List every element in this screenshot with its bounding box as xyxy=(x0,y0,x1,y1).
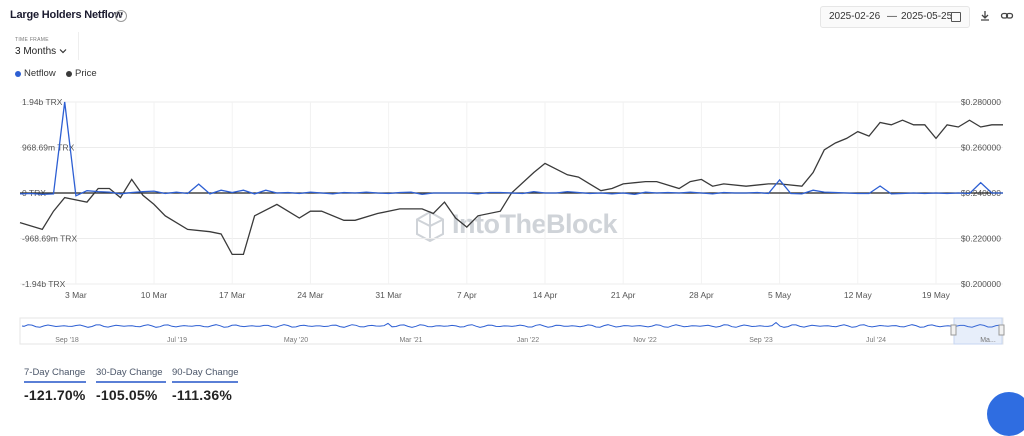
x-tick-label: 3 Mar xyxy=(65,290,87,300)
change-label: 30-Day Change xyxy=(96,367,163,378)
x-tick-label: 17 Mar xyxy=(219,290,246,300)
intotheblock-logo-icon xyxy=(416,210,444,242)
netflow-price-chart[interactable]: 3 Mar 10 Mar 17 Mar 24 Mar 31 Mar 7 Apr 14 Apr… xyxy=(0,90,1024,310)
x-tick-label: 21 Apr xyxy=(611,290,636,300)
calendar-icon xyxy=(951,12,961,22)
x-tick-label: 31 Mar xyxy=(375,290,402,300)
navigator-tick-label: May '20 xyxy=(284,337,308,344)
chart-title: Large Holders Netflow xyxy=(10,9,123,21)
change-underline xyxy=(172,381,238,383)
chat-button[interactable] xyxy=(987,392,1024,436)
chevron-down-icon xyxy=(59,49,67,54)
navigator-handle-left xyxy=(950,324,957,336)
change-label: 90-Day Change xyxy=(172,367,239,378)
x-tick-label: 28 Apr xyxy=(689,290,714,300)
y-left-tick-label: 968.69m TRX xyxy=(22,143,75,153)
y-right-tick-label: $0.260000 xyxy=(961,143,1001,153)
change-value: -105.05% xyxy=(96,387,158,403)
y-right-tick-label: $0.200000 xyxy=(961,279,1001,289)
date-separator: — xyxy=(887,11,897,22)
x-tick-label: 10 Mar xyxy=(141,290,168,300)
x-tick-label: 7 Apr xyxy=(457,290,477,300)
x-tick-label: 12 May xyxy=(844,290,873,300)
legend-netflow-dot xyxy=(15,71,21,77)
range-navigator[interactable]: Sep '18 Jul '19 May '20 Mar '21 Jan '22 Nov '… xyxy=(0,316,1024,348)
navigator-frame xyxy=(19,317,1004,345)
x-tick-label: 24 Mar xyxy=(297,290,324,300)
watermark: IntoTheBlock xyxy=(452,209,618,239)
y-right-tick-label: $0.280000 xyxy=(961,97,1001,107)
price-line xyxy=(19,119,1003,256)
navigator-tick-label: Sep '18 xyxy=(55,337,79,344)
navigator-handle-right xyxy=(998,324,1005,336)
y-left-tick-label: -968.69m TRX xyxy=(22,234,77,244)
change-label: 7-Day Change xyxy=(24,367,86,378)
legend-price-dot xyxy=(66,71,72,77)
navigator-tick-label: Nov '22 xyxy=(633,337,657,344)
navigator-line xyxy=(21,321,1001,328)
navigator-tick-label: Jul '24 xyxy=(866,337,886,344)
navigator-tick-label: Jan '22 xyxy=(517,337,539,344)
time-frame-value[interactable]: 3 Months xyxy=(15,46,67,57)
date-from: 2025-02-26 xyxy=(829,11,881,22)
y-left-tick-label: -1.94b TRX xyxy=(22,279,66,289)
time-frame-label: TIME FRAME xyxy=(15,37,49,43)
change-underline xyxy=(96,381,166,383)
link-icon[interactable] xyxy=(1000,9,1014,23)
download-icon[interactable] xyxy=(978,9,992,23)
netflow-line xyxy=(19,101,1003,197)
y-right-tick-label: $0.220000 xyxy=(961,234,1001,244)
time-frame-selector[interactable] xyxy=(4,32,79,60)
y-left-tick-label: 1.94b TRX xyxy=(22,97,63,107)
navigator-tick-label: Ma... xyxy=(980,337,996,344)
date-to: 2025-05-25 xyxy=(901,11,953,22)
date-range-picker[interactable]: 2025-02-26 — 2025-05-25 xyxy=(820,6,970,28)
change-underline xyxy=(24,381,86,383)
x-tick-label: 14 Apr xyxy=(533,290,558,300)
x-tick-label: 5 May xyxy=(768,290,792,300)
change-value: -111.36% xyxy=(172,387,232,403)
help-icon[interactable]: ? xyxy=(115,10,127,22)
navigator-tick-label: Mar '21 xyxy=(399,337,422,344)
navigator-tick-label: Jul '19 xyxy=(167,337,187,344)
navigator-tick-label: Sep '23 xyxy=(749,337,773,344)
legend-netflow[interactable]: Netflow xyxy=(24,68,56,79)
change-value: -121.70% xyxy=(24,387,86,403)
legend-price[interactable]: Price xyxy=(75,68,97,79)
x-tick-label: 19 May xyxy=(922,290,951,300)
